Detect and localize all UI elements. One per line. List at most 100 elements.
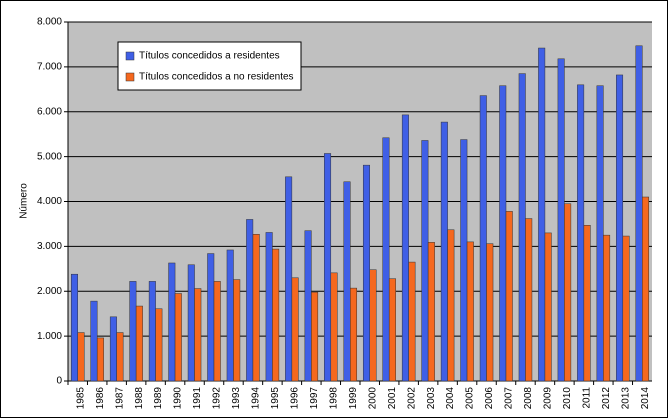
x-tick-label: 2006 xyxy=(484,387,495,410)
bar xyxy=(135,305,143,382)
y-tick-label: 8.000 xyxy=(37,17,62,28)
x-tick-label: 2011 xyxy=(582,387,593,409)
bar xyxy=(538,47,546,382)
bar xyxy=(440,121,448,382)
bar xyxy=(90,300,98,382)
x-tick-label: 2001 xyxy=(387,387,398,410)
x-tick-label: 1995 xyxy=(270,387,281,410)
x-tick-label: 2004 xyxy=(445,387,456,410)
legend-label: Títulos concedidos a residentes xyxy=(139,51,280,62)
bar xyxy=(622,235,630,382)
bar xyxy=(174,293,182,382)
bar xyxy=(486,243,494,382)
bar xyxy=(96,337,104,382)
bar xyxy=(479,95,487,382)
bar xyxy=(168,262,176,382)
bar xyxy=(77,332,85,382)
bar xyxy=(233,279,241,382)
x-tick-label: 1993 xyxy=(231,387,242,410)
x-tick-label: 1999 xyxy=(348,387,359,410)
bar xyxy=(583,225,591,382)
bar xyxy=(564,203,572,382)
x-tick-label: 2003 xyxy=(426,387,437,410)
bar xyxy=(362,164,370,382)
bar xyxy=(246,219,254,382)
bar xyxy=(596,85,604,382)
x-tick-label: 2009 xyxy=(543,387,554,410)
legend-box xyxy=(117,41,302,91)
legend-label: Títulos concedidos a no residentes xyxy=(139,72,294,83)
bar xyxy=(642,196,650,382)
bar xyxy=(557,58,565,382)
bar xyxy=(272,248,280,382)
bar xyxy=(116,332,124,382)
legend-swatch xyxy=(125,72,135,82)
x-tick-label: 2014 xyxy=(640,387,651,410)
x-tick-label: 2010 xyxy=(562,387,573,410)
bar xyxy=(408,261,416,382)
bar xyxy=(148,281,156,382)
bar xyxy=(421,140,429,382)
bar xyxy=(350,287,358,382)
x-tick-label: 1986 xyxy=(95,387,106,410)
y-tick-label: 2.000 xyxy=(37,286,62,297)
x-tick-label: 1997 xyxy=(309,387,320,410)
y-tick-label: 4.000 xyxy=(37,196,62,207)
bar xyxy=(187,264,195,382)
bar xyxy=(265,232,273,382)
x-tick-label: 2000 xyxy=(367,387,378,410)
x-tick-label: 1990 xyxy=(173,387,184,410)
y-tick-label: 5.000 xyxy=(37,151,62,162)
x-tick-label: 2007 xyxy=(504,387,515,410)
bar xyxy=(401,114,409,382)
y-tick-label: 7.000 xyxy=(37,62,62,73)
bar xyxy=(369,269,377,382)
bar xyxy=(635,45,643,382)
bar xyxy=(330,272,338,382)
bar xyxy=(343,181,351,382)
y-tick-label: 1.000 xyxy=(37,331,62,342)
bar xyxy=(616,74,624,382)
bar xyxy=(213,281,221,382)
x-tick-label: 1994 xyxy=(251,387,262,410)
bar xyxy=(427,242,435,382)
x-tick-label: 1992 xyxy=(212,387,223,410)
bar xyxy=(226,249,234,382)
bar xyxy=(544,232,552,382)
bar xyxy=(70,273,78,382)
bar xyxy=(505,211,513,382)
bar xyxy=(324,153,332,382)
x-tick-label: 1987 xyxy=(114,387,125,410)
bar xyxy=(499,85,507,382)
y-tick-label: 0 xyxy=(56,376,62,387)
bar xyxy=(291,277,299,382)
x-tick-label: 2002 xyxy=(406,387,417,410)
x-tick-label: 1998 xyxy=(328,387,339,410)
bar xyxy=(388,278,396,382)
x-tick-label: 1989 xyxy=(153,387,164,410)
x-tick-label: 1991 xyxy=(192,387,203,410)
bar xyxy=(155,308,163,382)
bar xyxy=(252,234,260,382)
bar xyxy=(194,288,202,382)
bar xyxy=(109,316,117,382)
x-tick-label: 2008 xyxy=(523,387,534,410)
bar xyxy=(518,73,526,382)
bar xyxy=(382,137,390,382)
bar xyxy=(304,230,312,382)
x-tick-label: 2012 xyxy=(601,387,612,410)
x-tick-label: 2005 xyxy=(465,387,476,410)
y-tick-label: 3.000 xyxy=(37,241,62,252)
y-axis-label: Número xyxy=(19,183,30,219)
bar xyxy=(466,241,474,382)
x-tick-label: 1996 xyxy=(290,387,301,410)
bar xyxy=(129,281,137,382)
bar xyxy=(447,229,455,382)
x-tick-label: 1985 xyxy=(75,387,86,410)
bar xyxy=(603,234,611,382)
bar xyxy=(311,291,319,382)
bar xyxy=(207,253,215,382)
bar xyxy=(577,84,585,382)
bar xyxy=(460,139,468,382)
